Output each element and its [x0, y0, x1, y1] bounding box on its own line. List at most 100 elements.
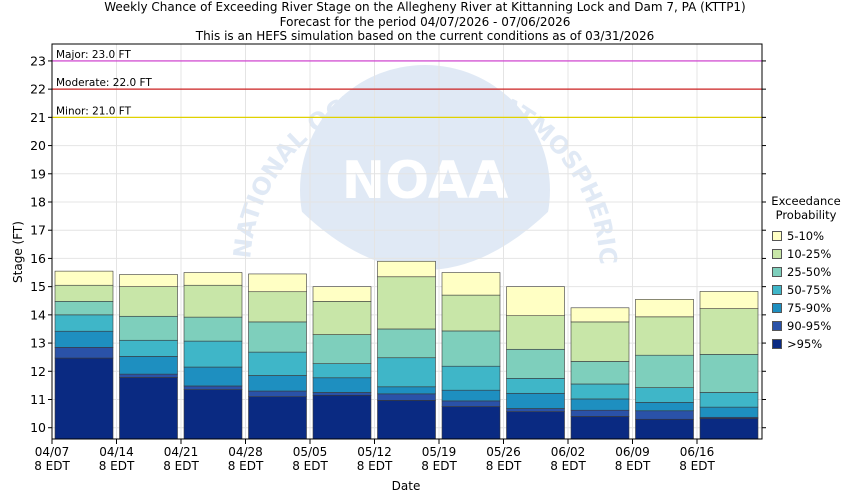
legend-swatch	[772, 285, 782, 295]
bar-segment	[699, 291, 759, 309]
bar-group-05-12	[377, 260, 436, 440]
y-tick-label: 21	[30, 110, 46, 125]
legend-swatch	[772, 321, 782, 331]
bar-group-06-02	[570, 307, 630, 440]
legend-item: >95%	[772, 335, 850, 353]
legend-label: >95%	[787, 337, 823, 351]
x-tick-label: 05/12	[357, 445, 392, 459]
legend-swatch	[772, 339, 782, 349]
bar-segment	[699, 406, 759, 418]
y-axis-label: Stage (FT)	[11, 221, 25, 283]
bar-segment	[312, 286, 372, 302]
x-tick-label: 04/07	[35, 445, 70, 459]
bar-segment	[377, 260, 436, 278]
x-axis-label: Date	[392, 479, 421, 493]
bar-segment	[248, 321, 307, 353]
bar-segment	[441, 406, 501, 440]
x-tick-sublabel: 8 EDT	[679, 459, 715, 473]
bar-segment	[248, 375, 307, 392]
legend-swatch	[772, 231, 782, 241]
x-tick-sublabel: 8 EDT	[550, 459, 586, 473]
x-tick-label: 06/16	[680, 445, 715, 459]
legend-swatch	[772, 303, 782, 313]
bar-segment	[183, 366, 243, 387]
legend-title-line2: Probability	[775, 208, 837, 222]
chart-subtitle-simulation: This is an HEFS simulation based on the …	[195, 29, 655, 43]
bar-group-06-09	[635, 299, 694, 440]
x-tick-sublabel: 8 EDT	[486, 459, 522, 473]
x-tick-sublabel: 8 EDT	[615, 459, 651, 473]
bar-segment	[570, 307, 630, 323]
bar-segment	[570, 409, 630, 417]
legend: Exceedance Probability 5-10% 10-25% 25-50%…	[762, 194, 850, 353]
legend-label: 5-10%	[787, 229, 825, 243]
bar-segment	[183, 272, 243, 286]
bar-segment	[312, 301, 372, 335]
bar-segment	[635, 316, 694, 356]
bar-segment	[183, 284, 243, 318]
legend-item: 25-50%	[772, 263, 850, 281]
bar-segment	[183, 389, 243, 440]
bar-group-05-19	[441, 272, 501, 440]
bar-segment	[248, 273, 307, 293]
bar-group-04-21	[183, 272, 243, 440]
legend-item: 75-90%	[772, 299, 850, 317]
x-tick-label: 04/14	[99, 445, 134, 459]
chart-title-block: Weekly Chance of Exceeding River Stage o…	[0, 0, 850, 44]
bar-segment	[635, 402, 694, 412]
bar-segment	[699, 392, 759, 408]
y-tick-label: 20	[30, 138, 46, 153]
x-tick-label: 06/09	[615, 445, 650, 459]
legend-swatch	[772, 267, 782, 277]
x-tick-sublabel: 8 EDT	[99, 459, 135, 473]
bar-segment	[119, 373, 178, 378]
bar-segment	[441, 294, 501, 332]
bar-segment	[635, 354, 694, 388]
bar-segment	[441, 272, 501, 296]
bar-segment	[699, 308, 759, 355]
bar-segment	[377, 357, 436, 388]
bar-segment	[377, 393, 436, 401]
bar-segment	[54, 330, 114, 348]
bar-segment	[506, 286, 565, 317]
bar-segment	[119, 315, 178, 341]
x-tick-sublabel: 8 EDT	[421, 459, 457, 473]
bar-segment	[312, 363, 372, 379]
legend-item: 50-75%	[772, 281, 850, 299]
bar-segment	[119, 377, 178, 440]
bar-segment	[635, 387, 694, 403]
bar-segment	[506, 411, 565, 440]
bar-segment	[635, 410, 694, 420]
noaa-logo-text: NOAA	[342, 151, 509, 211]
bar-segment	[183, 340, 243, 368]
bar-segment	[119, 356, 178, 375]
bar-segment	[312, 394, 372, 440]
bar-segment	[312, 377, 372, 393]
x-tick-sublabel: 8 EDT	[163, 459, 199, 473]
x-tick-label: 05/26	[486, 445, 521, 459]
bar-group-05-26	[506, 286, 565, 440]
y-tick-label: 13	[30, 336, 46, 351]
bar-segment	[506, 315, 565, 350]
bar-segment	[377, 328, 436, 359]
bar-segment	[699, 354, 759, 393]
legend-label: 25-50%	[787, 265, 832, 279]
bar-segment	[377, 276, 436, 330]
y-tick-label: 16	[30, 251, 46, 266]
bar-segment	[506, 408, 565, 412]
x-tick-sublabel: 8 EDT	[228, 459, 264, 473]
legend-title-line1: Exceedance	[771, 194, 841, 208]
y-tick-label: 10	[30, 420, 46, 435]
x-tick-label: 04/28	[228, 445, 263, 459]
bar-segment	[312, 392, 372, 396]
chart-subtitle-period: Forecast for the period 04/07/2026 - 07/…	[279, 14, 571, 29]
legend-item: 10-25%	[772, 245, 850, 263]
y-tick-label: 15	[30, 279, 46, 294]
bar-segment	[54, 301, 114, 316]
bar-segment	[441, 400, 501, 407]
bar-group-05-05	[312, 286, 372, 440]
threshold-label: Moderate: 22.0 FT	[56, 77, 152, 89]
bar-segment	[183, 385, 243, 390]
threshold-label: Major: 23.0 FT	[56, 49, 131, 61]
